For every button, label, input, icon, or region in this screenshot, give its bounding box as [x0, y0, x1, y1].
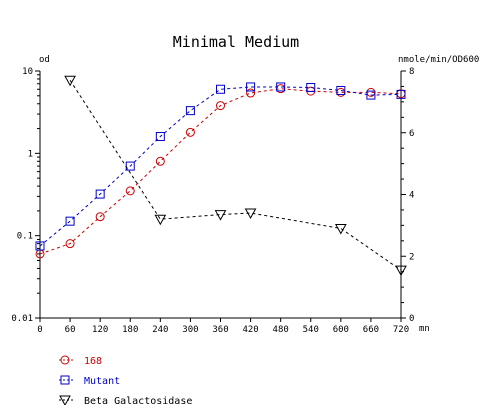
y-right-tick-label: 8: [409, 67, 414, 77]
x-tick-label: 540: [303, 325, 319, 335]
legend: 168 Mutant Beta Galactosidase: [59, 355, 192, 405]
y-right-tick-label: 2: [409, 252, 414, 262]
legend-marker: [60, 355, 70, 365]
series-line: [39, 88, 402, 255]
series-beta-galactosidase: [64, 75, 407, 277]
data-point: [155, 132, 165, 142]
data-point: [244, 208, 257, 220]
data-point: [276, 82, 286, 92]
x-tick-label: 600: [333, 325, 349, 335]
x-tick-label: 420: [242, 325, 258, 335]
data-point: [216, 84, 225, 94]
x-tick-label: 660: [363, 325, 379, 335]
y-right-axis-label: nmole/min/OD600: [398, 55, 479, 65]
data-point: [155, 156, 165, 166]
x-tick-label: 120: [92, 325, 108, 335]
data-point: [185, 106, 195, 116]
data-point: [95, 189, 105, 199]
data-point: [154, 214, 167, 226]
series-168: [35, 84, 406, 259]
x-tick-label: 0: [37, 325, 42, 335]
x-tick-label: 180: [122, 325, 138, 335]
y-left-tick-label: 1: [28, 149, 33, 159]
data-point: [396, 89, 406, 99]
data-point: [366, 90, 376, 100]
data-point: [216, 101, 225, 111]
legend-label: Mutant: [84, 376, 120, 387]
y-left-axis-label: od: [39, 55, 50, 65]
y-right-tick-label: 6: [409, 129, 414, 139]
legend-item: Mutant: [59, 375, 120, 387]
legend-item: Beta Galactosidase: [59, 395, 192, 405]
y-left-tick-label: 0.1: [17, 232, 33, 242]
data-point: [64, 75, 76, 87]
x-tick-label: 360: [212, 325, 228, 335]
data-point: [336, 85, 346, 95]
y-right-tick-label: 0: [409, 314, 414, 324]
data-point: [395, 265, 407, 277]
series-layer: [35, 75, 407, 277]
data-point: [306, 83, 316, 93]
x-tick-label: 240: [152, 325, 168, 335]
x-tick-label: 720: [393, 325, 409, 335]
series-line: [39, 86, 402, 247]
legend-marker: [60, 375, 70, 385]
data-point: [65, 216, 75, 226]
data-point: [214, 210, 227, 221]
legend-item: 168: [59, 355, 102, 367]
legend-label: 168: [84, 356, 102, 367]
y-left-tick-label: 0.01: [11, 314, 33, 324]
data-point: [65, 239, 75, 249]
data-point: [334, 223, 347, 235]
legend-marker: [59, 395, 71, 405]
series-line: [69, 79, 402, 271]
x-tick-label: 480: [273, 325, 289, 335]
data-point: [125, 186, 135, 196]
data-point: [246, 82, 256, 92]
y-right-tick-label: 4: [409, 191, 414, 201]
x-tick-label: 300: [182, 325, 198, 335]
chart-title: Minimal Medium: [173, 33, 299, 51]
data-point: [95, 212, 105, 222]
data-point: [35, 241, 45, 251]
data-point: [246, 88, 256, 98]
x-axis-unit: mn: [419, 324, 430, 334]
series-mutant: [35, 82, 406, 251]
x-tick-label: 60: [65, 325, 76, 335]
y-left-tick-label: 10: [22, 67, 33, 77]
axes: 0 60 120 180 240 300 360 420 480 540 600 660 7200.01…: [11, 67, 414, 335]
data-point: [185, 127, 195, 137]
legend-label: Beta Galactosidase: [84, 396, 192, 405]
